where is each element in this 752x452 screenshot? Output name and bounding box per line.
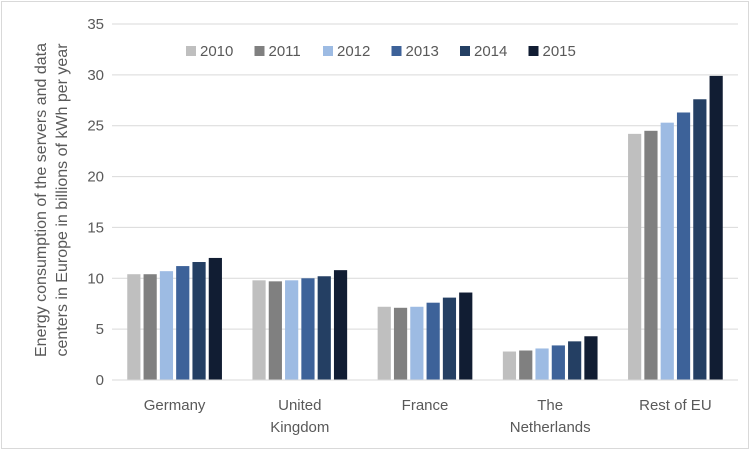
- legend-label: 2014: [474, 43, 507, 60]
- category-label: Rest of EU: [639, 397, 712, 414]
- bar: [317, 276, 331, 380]
- legend-label: 2010: [200, 43, 233, 60]
- bar: [159, 271, 174, 380]
- bar: [660, 122, 674, 381]
- y-tick-label: 30: [87, 67, 104, 84]
- bar: [208, 257, 222, 380]
- bar: [442, 297, 457, 380]
- bars: [127, 75, 723, 381]
- legend-swatch: [323, 46, 333, 56]
- legend-swatch: [186, 46, 196, 56]
- y-tick-label: 0: [96, 372, 104, 389]
- bar: [377, 306, 391, 380]
- bar: [127, 274, 141, 380]
- legend[interactable]: 2010 2011 2012 2013 2014 2015: [186, 43, 576, 60]
- y-tick-label: 10: [87, 270, 104, 287]
- bar: [192, 262, 206, 380]
- legend-label: 2012: [337, 43, 370, 60]
- gridlines: [112, 23, 738, 330]
- bar: [676, 112, 691, 381]
- y-tick-label: 20: [87, 169, 104, 186]
- bar: [410, 306, 424, 380]
- legend-label: 2015: [543, 43, 576, 60]
- category-label: Kingdom: [270, 419, 329, 436]
- category-label: United: [278, 397, 321, 414]
- legend-label: 2013: [406, 43, 439, 60]
- bar: [176, 266, 190, 380]
- legend-swatch: [391, 46, 402, 56]
- category-label: Netherlands: [510, 419, 591, 436]
- bar: [252, 280, 266, 380]
- legend-label: 2011: [269, 43, 301, 60]
- bar: [535, 348, 549, 380]
- bar: [459, 292, 473, 380]
- legend-swatch: [460, 46, 470, 56]
- y-axis-title: Energy consumption of the servers and da…: [33, 43, 71, 357]
- bar: [333, 270, 348, 380]
- y-tick-label: 5: [96, 321, 104, 338]
- legend-swatch: [254, 46, 265, 56]
- category-labels: Germany United Kingdom France The Netherlands…: [144, 397, 712, 436]
- bar: [301, 278, 315, 380]
- bar: [426, 302, 440, 380]
- y-axis-title-line: centers in Europe in billions of kWh per…: [54, 43, 71, 357]
- bar: [285, 280, 299, 380]
- category-label: France: [402, 397, 449, 414]
- bar: [143, 274, 157, 380]
- bar: [268, 281, 282, 380]
- y-axis-ticks: 0 5 10 15 20 25 30 35: [87, 16, 104, 389]
- y-tick-label: 15: [87, 219, 104, 236]
- category-label: Germany: [144, 397, 206, 414]
- bar: [628, 133, 642, 380]
- bar: [568, 341, 582, 380]
- bar: [519, 350, 533, 380]
- legend-swatch: [528, 46, 539, 56]
- category-label: The: [537, 397, 563, 414]
- bar: [709, 75, 723, 381]
- bar: [551, 345, 565, 380]
- bar: [502, 351, 517, 380]
- bar: [644, 130, 658, 380]
- y-axis-title-line: Energy consumption of the servers and da…: [33, 43, 50, 357]
- bar: [584, 336, 598, 380]
- bar: [693, 99, 707, 381]
- y-tick-label: 25: [87, 118, 104, 135]
- y-tick-label: 35: [87, 16, 104, 33]
- bar: [393, 307, 408, 380]
